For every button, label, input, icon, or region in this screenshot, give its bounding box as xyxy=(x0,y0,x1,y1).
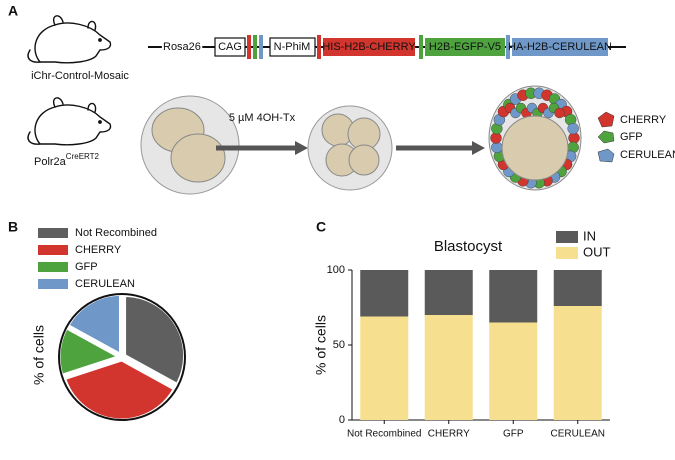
y-axis-label: % of cells xyxy=(31,325,47,385)
x-tick-label: Not Recombined xyxy=(347,429,421,440)
x-tick-label: GFP xyxy=(503,429,524,440)
bar-segment xyxy=(424,270,473,315)
legend-swatch xyxy=(556,231,578,243)
legend-label: Not Recombined xyxy=(75,227,157,239)
legend-swatch xyxy=(38,262,68,272)
embryo-2cell xyxy=(140,95,240,195)
cell xyxy=(554,107,565,119)
bar-segment xyxy=(489,322,538,420)
blastocoel xyxy=(501,115,569,181)
legend-swatch xyxy=(38,228,68,238)
legend-label: CERULEAN xyxy=(620,149,675,161)
y-tick-label: 100 xyxy=(327,264,345,276)
arrow-head xyxy=(472,141,485,155)
bar-segment xyxy=(360,270,409,317)
lox-site xyxy=(317,35,321,59)
promoter-label: CAG xyxy=(218,41,242,53)
bar-segment xyxy=(553,306,602,420)
stop-label: N-PhiM xyxy=(274,41,311,53)
embryo-4cell xyxy=(307,105,393,191)
bar-segment xyxy=(360,316,409,420)
legend-label: OUT xyxy=(583,244,611,259)
legend-cell xyxy=(597,148,615,163)
cassette-box xyxy=(323,38,415,56)
lox-site xyxy=(259,35,263,59)
cassette-label: HA-H2B-CERULEAN xyxy=(508,41,612,53)
bar-segment xyxy=(424,315,473,420)
promoter-box xyxy=(214,37,246,57)
cassette-label: HIS-H2B-CHERRY xyxy=(322,41,416,53)
pie-outline xyxy=(58,293,186,421)
legend-swatch xyxy=(38,279,68,289)
stop-box xyxy=(269,37,316,57)
mouse-icon xyxy=(27,15,112,64)
y-axis-label: % of cells xyxy=(313,315,329,375)
locus-label: Rosa26 xyxy=(163,41,201,53)
cassette-label: H2B-EGFP-V5 xyxy=(429,41,501,53)
legend-label: CHERRY xyxy=(620,114,667,126)
cassette-box xyxy=(512,38,608,56)
cell xyxy=(567,122,579,135)
treatment-label: 5 µM 4OH-Tx xyxy=(229,112,296,124)
y-tick-label: 50 xyxy=(333,339,345,351)
lox-site xyxy=(419,35,423,59)
legend-swatch xyxy=(556,247,578,259)
bar-segment xyxy=(489,270,538,323)
lox-site xyxy=(253,35,257,59)
gene-name: Polr2a xyxy=(34,156,67,168)
superscript: CreERT2 xyxy=(66,152,100,161)
chart-title: Blastocyst xyxy=(434,238,503,255)
legend-label: GFP xyxy=(620,131,643,143)
panel-label: A xyxy=(8,3,18,19)
legend-label: IN xyxy=(583,228,596,243)
panel-label: C xyxy=(316,219,326,235)
x-tick-label: CERULEAN xyxy=(551,429,605,440)
mouse-icon xyxy=(27,97,112,146)
mouse-label: Polr2aCreERT2 xyxy=(34,152,100,168)
legend-cell xyxy=(597,130,615,144)
panel-label: B xyxy=(8,219,18,235)
arrow-head xyxy=(295,141,308,155)
x-tick-label: CHERRY xyxy=(428,429,470,440)
bar-segment xyxy=(553,270,602,306)
lox-site xyxy=(506,35,510,59)
legend-cell xyxy=(597,111,615,128)
legend-label: CHERRY xyxy=(75,244,122,256)
mouse-label: iChr-Control-Mosaic xyxy=(31,70,129,82)
legend-swatch xyxy=(38,245,68,255)
legend-label: GFP xyxy=(75,261,98,273)
lox-site xyxy=(247,35,251,59)
legend-label: CERULEAN xyxy=(75,278,135,290)
y-tick-label: 0 xyxy=(339,414,345,426)
cassette-box xyxy=(425,38,505,56)
